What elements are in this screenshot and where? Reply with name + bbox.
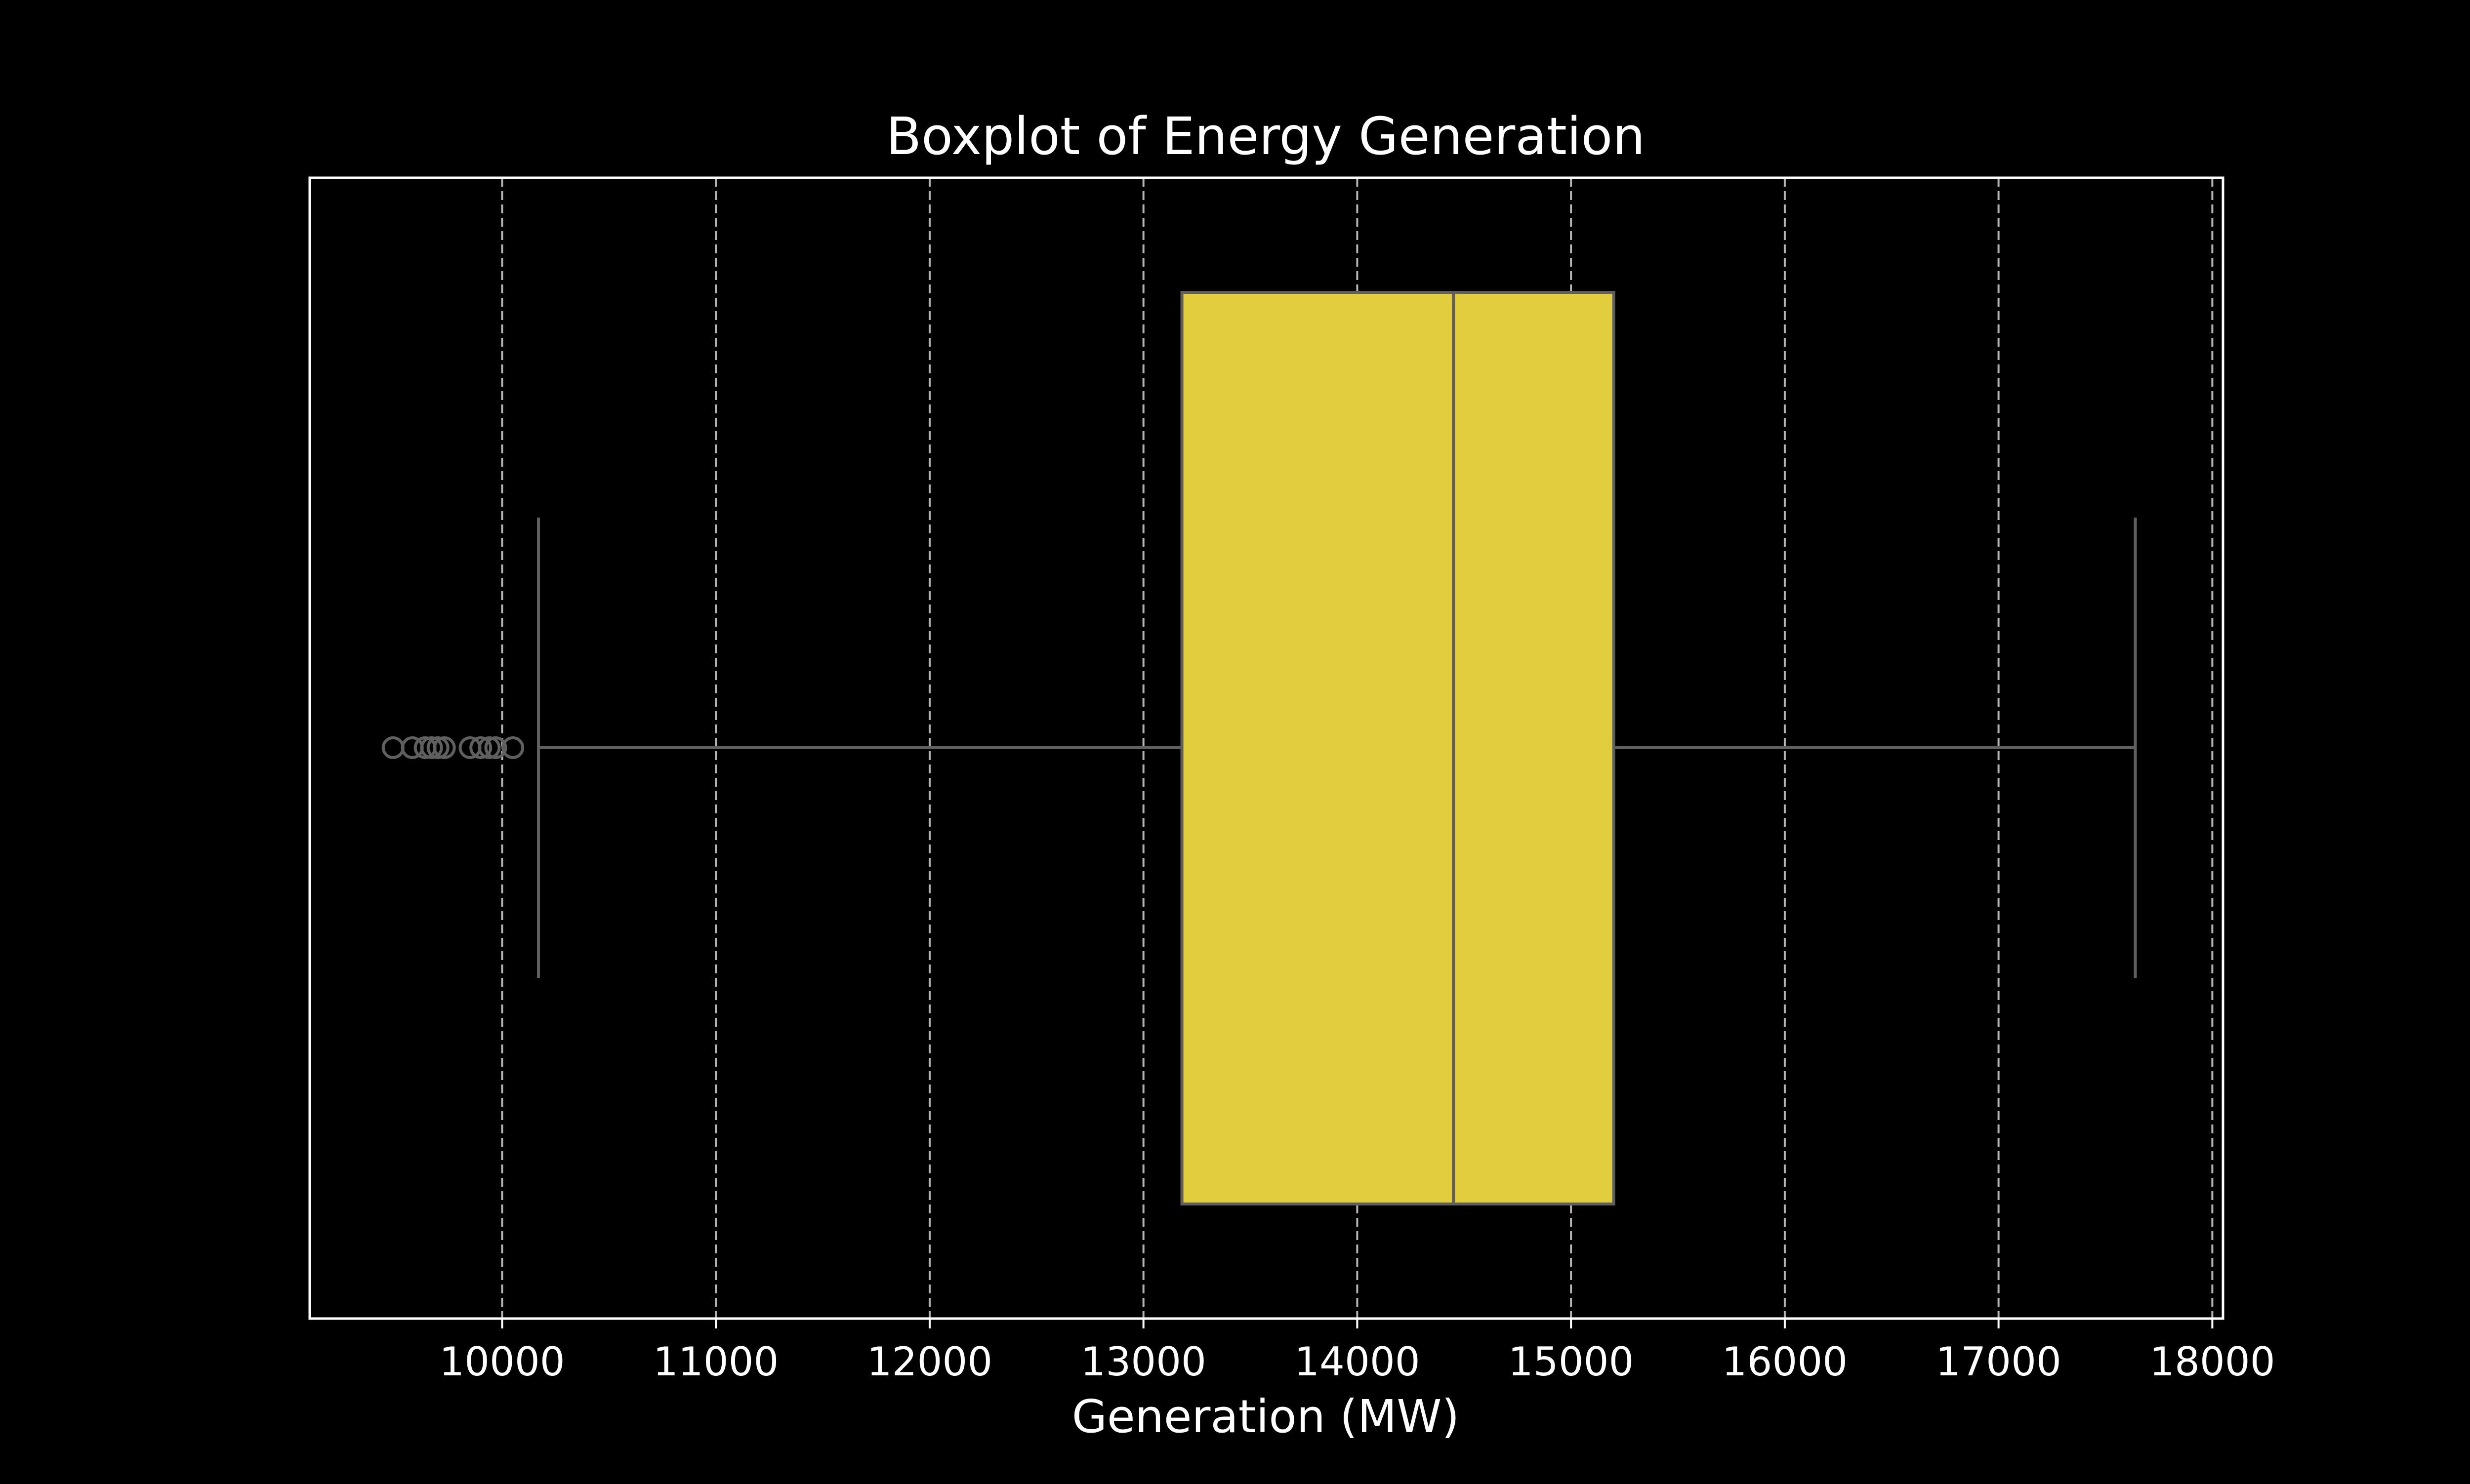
outlier-point: [484, 736, 507, 759]
outlier-point: [381, 736, 405, 759]
outlier-point: [433, 736, 456, 759]
box-plot: [381, 291, 2137, 1205]
x-tick-label: 13000: [1080, 1339, 1206, 1385]
outlier-point: [478, 736, 501, 759]
outlier-point: [426, 736, 450, 759]
x-tick-label: 16000: [1722, 1339, 1848, 1385]
x-tick-label: 12000: [867, 1339, 993, 1385]
x-tick-label: 17000: [1935, 1339, 2061, 1385]
x-tick-label: 15000: [1508, 1339, 1634, 1385]
x-tick-label: 11000: [653, 1339, 779, 1385]
x-tick-label: 14000: [1294, 1339, 1420, 1385]
outlier-point: [469, 736, 493, 759]
x-axis-ticks: 10000 11000 12000 13000 14000 15000 16000 17000…: [439, 1319, 2275, 1385]
x-axis-label: Generation (MW): [1072, 1390, 1460, 1443]
iqr-box: [1180, 291, 1615, 1205]
x-tick-label: 18000: [2149, 1339, 2275, 1385]
plot-frame: [308, 176, 2224, 1320]
outlier-point: [501, 736, 525, 759]
chart-title: Boxplot of Energy Generation: [886, 106, 1645, 166]
x-tick-label: 10000: [439, 1339, 565, 1385]
outlier-point: [420, 736, 443, 759]
